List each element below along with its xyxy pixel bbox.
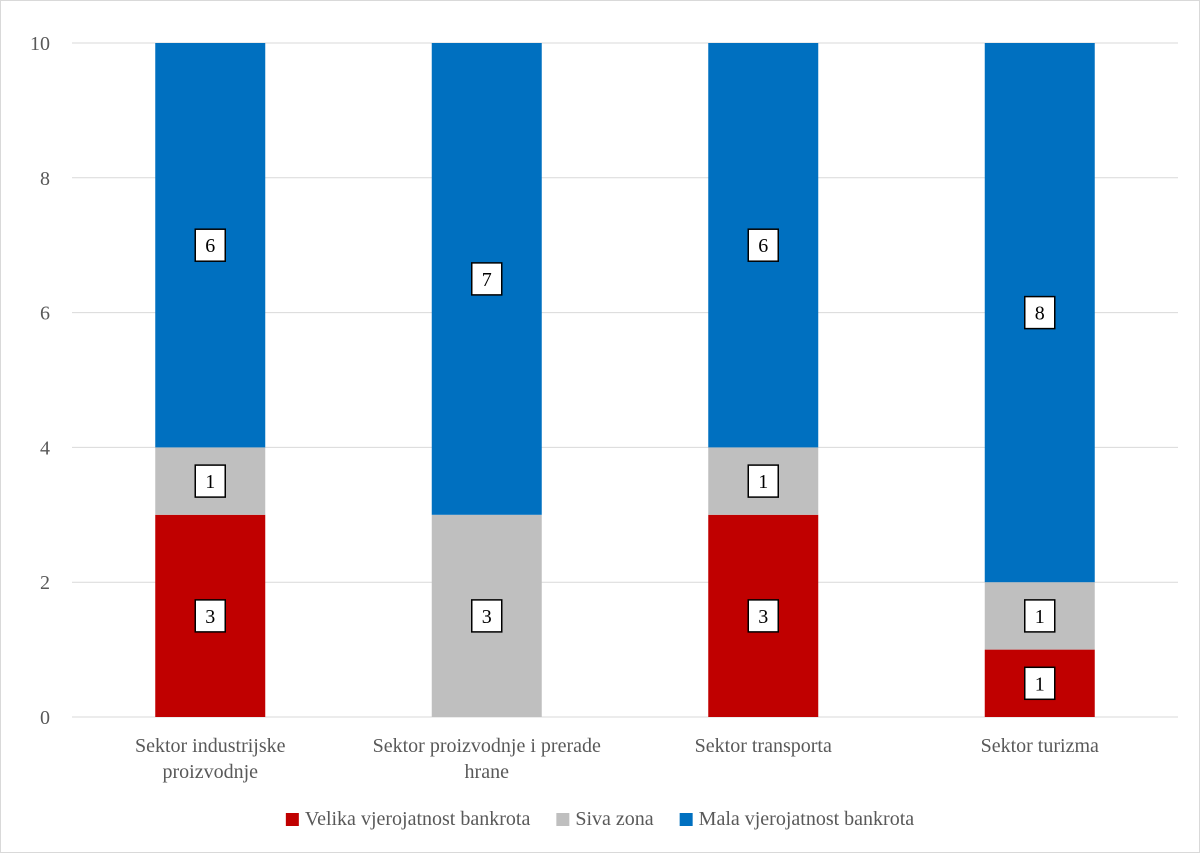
x-tick-label: proizvodnje [162, 761, 258, 783]
data-label: 6 [205, 235, 215, 257]
data-label-box [194, 464, 226, 498]
data-label-box [1024, 295, 1056, 330]
y-tick-label: 10 [30, 33, 50, 55]
data-label-box [747, 228, 779, 262]
legend-label: Siva zona [575, 808, 653, 830]
legend-label: Mala vjerojatnost bankrota [699, 808, 915, 830]
bars [155, 43, 1095, 717]
y-tick-label: 8 [40, 168, 50, 190]
data-label: 3 [205, 606, 215, 628]
data-label: 3 [482, 606, 492, 628]
legend-label: Velika vjerojatnost bankrota [305, 808, 531, 830]
legend-swatch [556, 813, 570, 826]
data-label-box [1024, 599, 1056, 633]
x-tick-label: Sektor turizma [981, 735, 1099, 757]
data-label-box [194, 599, 226, 633]
y-tick-label: 0 [40, 707, 50, 729]
x-tick-label: hrane [465, 761, 510, 783]
data-label-box [1024, 666, 1056, 701]
data-label: 1 [1035, 606, 1045, 628]
data-label-box [471, 599, 503, 633]
x-axis-labels: Sektor industrijske proizvodnje Sektor pro… [135, 735, 1099, 783]
data-label: 6 [758, 235, 768, 257]
y-tick-label: 4 [40, 437, 50, 459]
data-label: 1 [758, 471, 768, 493]
x-tick-label: Sektor transporta [695, 735, 832, 757]
data-label: 8 [1035, 303, 1045, 325]
y-axis-ticks: 0 2 4 6 8 10 [30, 33, 50, 729]
data-label: 7 [482, 269, 492, 291]
legend: Velika vjerojatnost bankrota Siva zona Mal… [285, 808, 915, 830]
y-tick-label: 2 [40, 572, 50, 594]
data-label-box [747, 464, 779, 498]
y-tick-label: 6 [40, 303, 50, 325]
legend-swatch [285, 813, 299, 826]
data-label: 1 [1035, 673, 1045, 695]
data-label-box [194, 228, 226, 262]
x-tick-label: Sektor industrijske [135, 735, 286, 757]
data-label-box [471, 262, 503, 296]
data-label-box [747, 599, 779, 633]
data-label: 1 [205, 471, 215, 493]
legend-swatch [679, 813, 693, 826]
data-label: 3 [758, 606, 768, 628]
x-tick-label: Sektor proizvodnje i prerade [373, 735, 601, 757]
